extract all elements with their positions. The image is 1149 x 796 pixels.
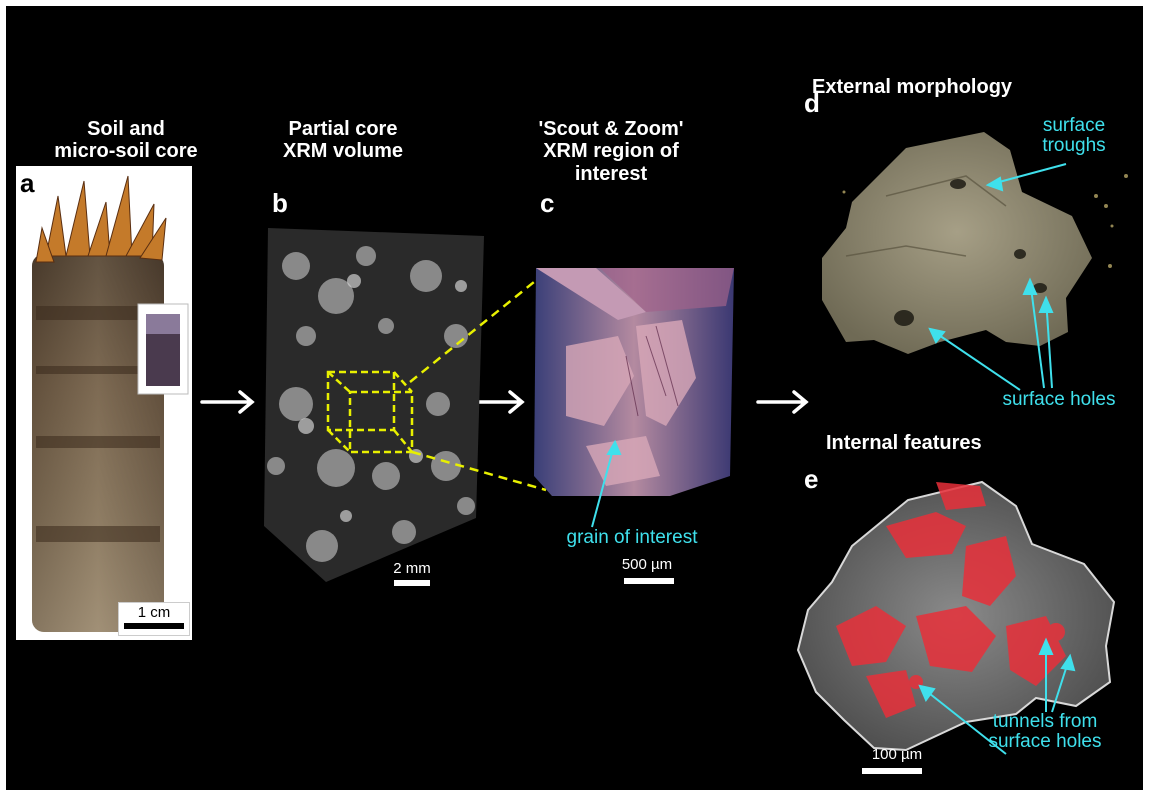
panel-b-volume	[264, 228, 547, 582]
panel-a-letter: a	[20, 168, 35, 198]
panel-a-scale-bar	[124, 623, 184, 629]
flow-arrows	[200, 390, 809, 414]
panel-d-heading: External morphology	[812, 76, 1013, 98]
panel-c-heading: 'Scout & Zoom' XRM region of interest	[526, 118, 696, 185]
panel-b-heading-line2: XRM volume	[282, 140, 404, 163]
arrow-c-to-de	[756, 390, 809, 414]
panel-e-scale-bar	[862, 768, 922, 774]
surface-troughs-line1: surface	[1042, 115, 1106, 136]
panel-c-heading-line3: interest	[574, 162, 648, 185]
panel-d-letter: d	[804, 88, 820, 118]
tunnels-annotation-line1: tunnels from	[992, 711, 1098, 732]
tunnel-features	[836, 482, 1066, 718]
panel-a-scale-box: 1 cm	[118, 602, 190, 636]
panel-a-heading-line2: micro-soil core	[54, 140, 198, 163]
panel-b-letter: b	[272, 188, 288, 218]
panel-b-scale-label: 2 mm	[393, 560, 431, 577]
panel-c-letter: c	[540, 188, 555, 218]
tunnels-annotation-line2: surface holes	[988, 730, 1102, 752]
panel-e-grain	[796, 480, 1116, 752]
panel-b-scale-bar	[394, 580, 430, 586]
surface-troughs-line2: troughs	[1042, 134, 1106, 156]
annotation-arrows	[591, 163, 1076, 755]
panel-d-grain	[822, 132, 1128, 354]
panel-c-heading-line1: 'Scout & Zoom'	[538, 118, 684, 140]
panel-e-scale-label: 100 µm	[871, 746, 923, 763]
panel-e-heading: Internal features	[826, 432, 982, 454]
panel-c-scale-label: 500 µm	[621, 556, 673, 573]
arrow-a-to-b	[200, 390, 255, 414]
grain-of-interest-annotation: grain of interest	[566, 527, 698, 548]
panel-b-heading: Partial core XRM volume	[268, 118, 418, 163]
panel-b-heading-line1: Partial core	[288, 118, 398, 140]
panel-e-letter: e	[804, 464, 819, 494]
tunnels-annotation: tunnels from surface holes	[970, 712, 1120, 752]
surface-troughs-annotation: surface troughs	[1028, 116, 1120, 156]
panel-c-scale-bar	[624, 578, 674, 584]
panel-a-heading-line1: Soil and	[87, 118, 165, 140]
panel-a-heading: Soil and micro-soil core	[26, 118, 226, 163]
panel-a-scale-label: 1 cm	[137, 604, 171, 621]
panel-c-region	[534, 268, 734, 496]
panel-a-photo	[16, 166, 192, 640]
panel-c-heading-line2: XRM region of	[543, 140, 679, 163]
arrow-b-to-c	[474, 390, 525, 414]
figure-graphics	[16, 132, 1128, 755]
surface-holes-annotation: surface holes	[1002, 389, 1116, 410]
figure-frame: Soil and micro-soil core a 1 cm Partial …	[6, 6, 1143, 790]
